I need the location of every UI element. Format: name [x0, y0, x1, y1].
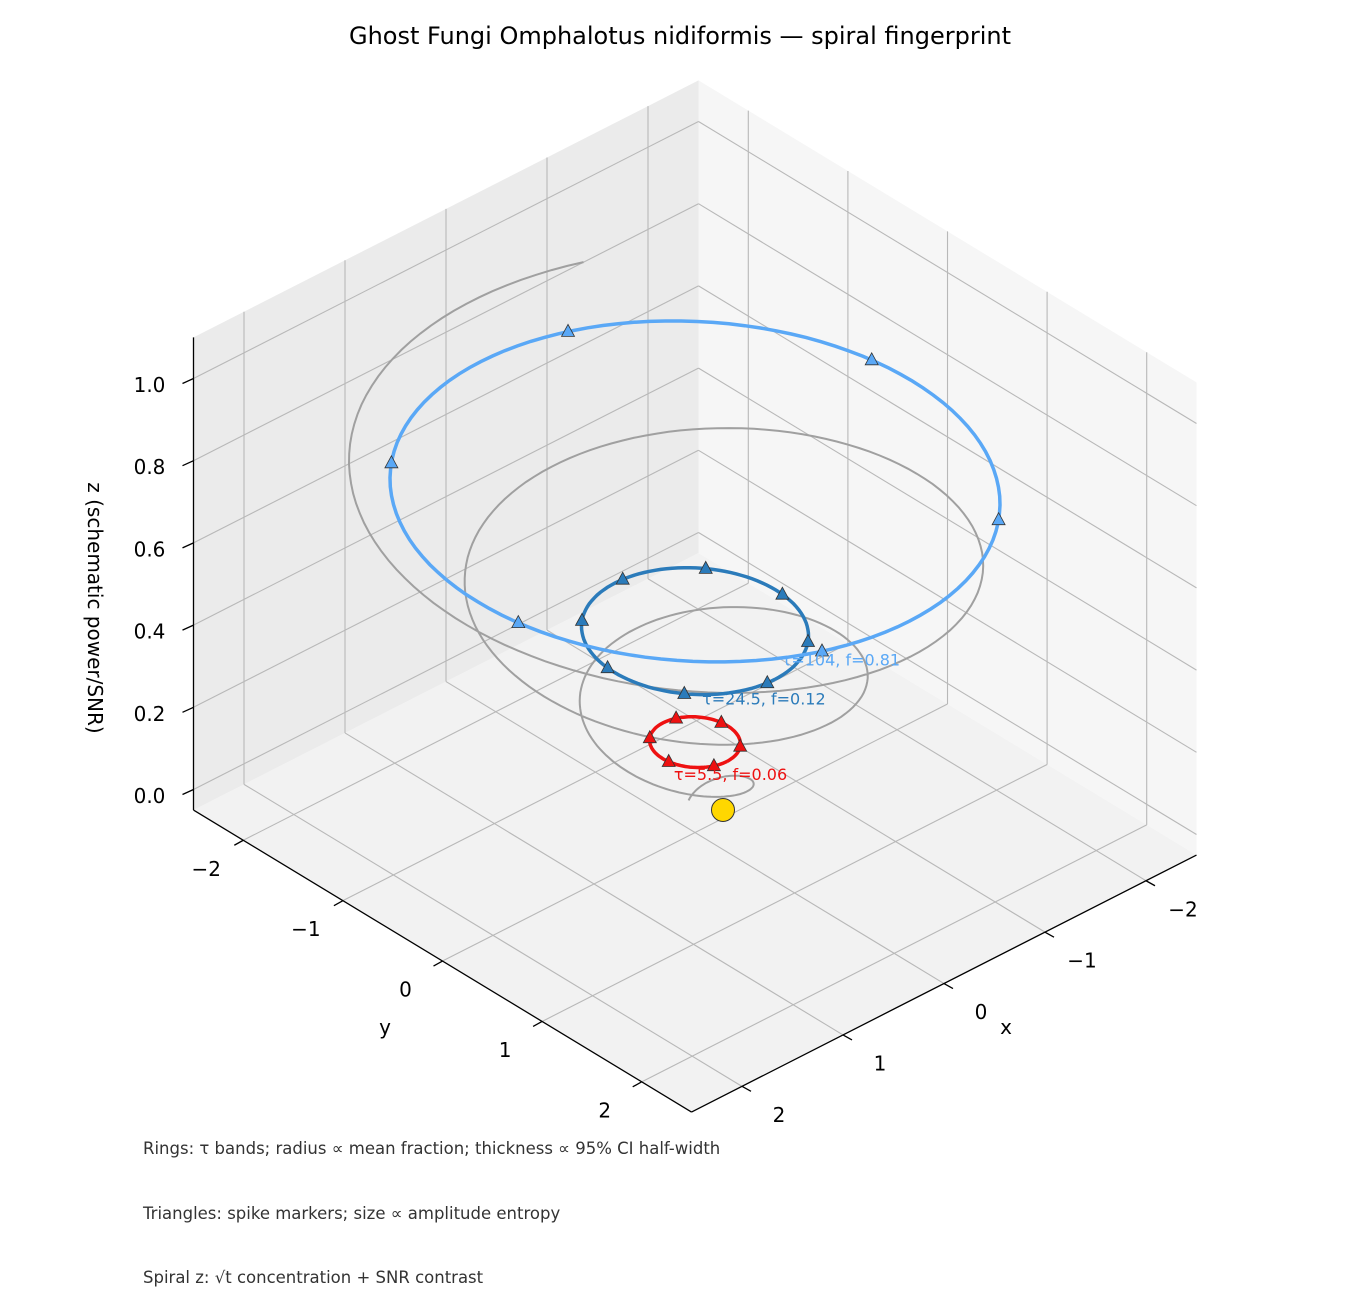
tick-mark [182, 377, 194, 385]
grid-line [445, 681, 945, 985]
x-tick-label: 2 [598, 1098, 611, 1122]
tick-mark [333, 900, 344, 907]
tick-mark [182, 542, 194, 549]
z-tick-label: 1.0 [134, 373, 166, 397]
grid-line [193, 203, 699, 462]
tick-mark [741, 1085, 752, 1092]
grid-line [647, 578, 1147, 882]
x-tick-label: −1 [291, 917, 320, 941]
footnote-line: Rings: τ bands; radius ∝ mean fraction; … [143, 1139, 721, 1158]
z-tick-label: 0.4 [134, 620, 166, 644]
grid-line [193, 285, 699, 544]
y-tick-label: 0 [975, 1000, 988, 1024]
grid-line [698, 121, 1197, 424]
tick-mark [233, 839, 244, 846]
spiral-path [347, 261, 985, 801]
grid-line [344, 732, 844, 1036]
y-axis-label: y [379, 1015, 391, 1039]
origin-marker [711, 798, 735, 822]
z-tick-label: 0.8 [134, 455, 166, 479]
tick-mark [532, 1020, 543, 1028]
grid-line [698, 285, 1197, 589]
tick-mark [842, 1034, 853, 1041]
tick-mark [182, 706, 194, 713]
grid-line [698, 449, 1197, 753]
spike-marker [706, 757, 722, 772]
grid-line [698, 203, 1197, 507]
y-tick-label: 1 [874, 1051, 887, 1075]
x-tick-label: 0 [399, 978, 412, 1002]
spike-marker [615, 571, 630, 585]
x-tick-label: −2 [192, 857, 221, 881]
ring-label: τ=24.5, f=0.12 [702, 690, 826, 709]
grid-line [698, 367, 1197, 671]
spike-marker [775, 586, 790, 600]
tick-mark [943, 982, 954, 990]
y-tick-label: −1 [1067, 949, 1096, 973]
ring-label: τ=5.5, f=0.06 [674, 765, 787, 784]
spike-marker [668, 710, 684, 724]
spike-marker [800, 633, 816, 647]
ring-label: τ=104, f=0.81 [782, 650, 900, 669]
spike-marker [384, 454, 399, 469]
tick-mark [632, 1081, 643, 1088]
grid-line [193, 367, 699, 626]
spike-marker [814, 643, 830, 657]
x-tick-label: 1 [499, 1038, 512, 1062]
spike-marker [560, 323, 576, 337]
y-tick-label: 2 [773, 1103, 786, 1127]
tick-mark [1044, 931, 1055, 938]
tick-mark [182, 788, 194, 796]
spike-marker [677, 685, 692, 699]
footnote-line: Triangles: spike markers; size ∝ amplitu… [143, 1203, 561, 1223]
plot-content: τ=5.5, f=0.06 τ=24.5, f=0.12 τ=104, f=0.81 [347, 261, 1006, 822]
footnote-line: Spiral z: √t concentration + SNR contras… [143, 1268, 484, 1287]
z-tick-label: 0.0 [134, 784, 166, 808]
z-tick-label: 0.2 [134, 702, 166, 726]
tick-labels: −2 −1 0 1 2 −2 −1 0 1 2 0.0 0.2 0.4 0.6 0.8 1.0 [134, 373, 1198, 1127]
spike-marker [511, 614, 526, 628]
spike-marker [600, 659, 615, 674]
spike-marker [991, 511, 1006, 526]
tick-mark [182, 624, 194, 631]
spike-marker [760, 674, 775, 689]
x-axis-label: x [1000, 1015, 1012, 1039]
axis-panes [193, 80, 1197, 1112]
y-tick-label: −2 [1168, 897, 1197, 921]
tick-mark [182, 460, 194, 467]
axis-lines [182, 337, 1197, 1113]
grid-line [193, 121, 699, 379]
spike-marker [574, 612, 590, 626]
chart-title: Ghost Fungi Omphalotus nidiformis — spir… [349, 22, 1011, 50]
z-tick-label: 0.6 [134, 537, 166, 561]
spike-marker [698, 560, 713, 574]
tau-ring [647, 715, 743, 770]
z-axis-label: z (schematic power/SNR) [83, 482, 107, 733]
footnote: Rings: τ bands; radius ∝ mean fraction; … [143, 1095, 720, 1310]
spiral-fingerprint-chart: Ghost Fungi Omphalotus nidiformis — spir… [83, 22, 1198, 1127]
spike-marker [642, 729, 657, 744]
spike-marker [661, 753, 676, 767]
tick-mark [433, 960, 443, 967]
tick-mark [1145, 880, 1156, 887]
spike-marker [714, 714, 729, 728]
grid-line [243, 783, 743, 1087]
spike-marker [864, 351, 879, 366]
grid-line [698, 532, 1197, 835]
spike-marker [733, 738, 748, 752]
tau-ring [579, 565, 811, 697]
tau-ring [388, 319, 1002, 664]
grid-line [193, 532, 699, 790]
